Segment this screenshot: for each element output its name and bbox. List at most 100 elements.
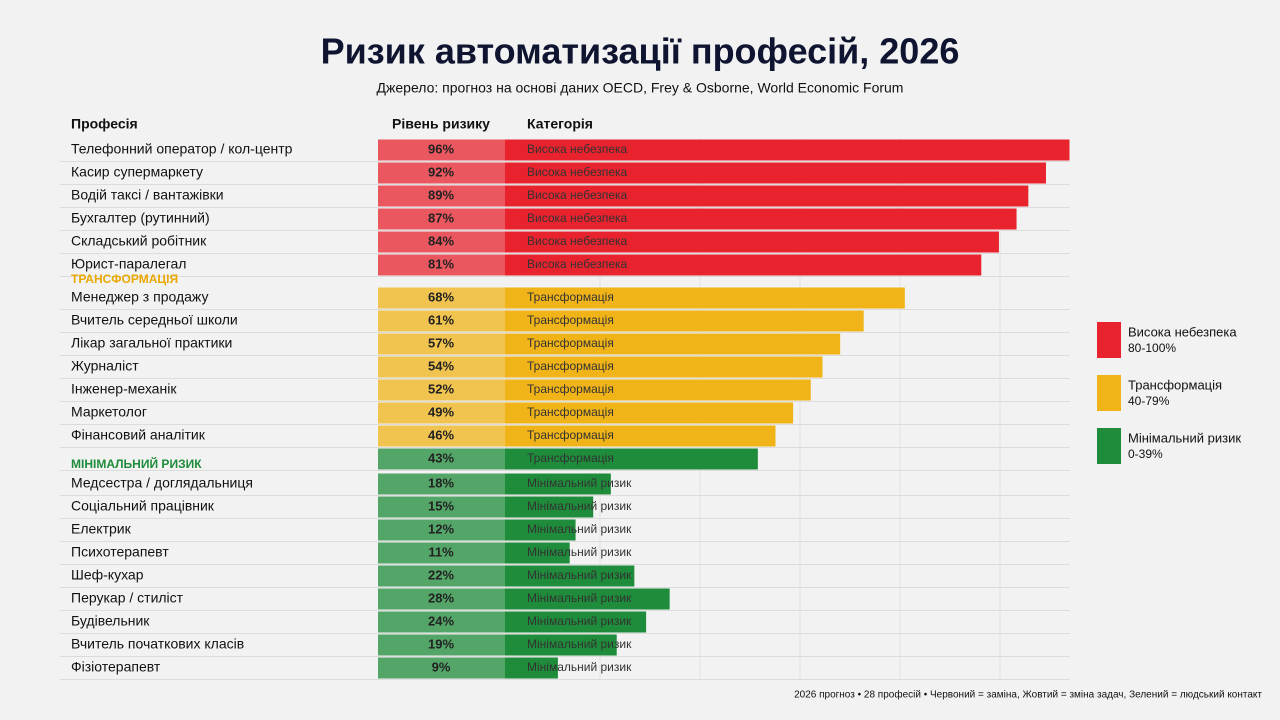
risk-cell <box>378 565 505 587</box>
risk-cell <box>378 254 505 276</box>
row-label: Психотерапевт <box>71 544 169 560</box>
row-label: Медсестра / доглядальниця <box>71 475 253 491</box>
category-label: Висока небезпека <box>527 188 628 202</box>
value-label: 43% <box>428 450 454 465</box>
legend-range: 80-100% <box>1128 341 1176 355</box>
risk-cell <box>378 425 505 447</box>
header: Професія <box>71 116 138 132</box>
bar <box>505 162 1046 184</box>
bar <box>505 208 1017 230</box>
category-label: Трансформація <box>527 336 614 350</box>
value-label: 68% <box>428 289 454 304</box>
row-label: Складський робітник <box>71 233 207 249</box>
risk-cell <box>378 356 505 378</box>
bar <box>505 287 905 309</box>
bar <box>505 588 670 610</box>
value-label: 28% <box>428 590 454 605</box>
risk-cell <box>378 611 505 633</box>
row-label: Інженер-механік <box>71 381 177 397</box>
risk-cell <box>378 333 505 355</box>
category-label: Трансформація <box>527 359 614 373</box>
category-label: Трансформація <box>527 382 614 396</box>
row-label: Бухгалтер (рутинний) <box>71 210 210 226</box>
row-label: Вчитель середньої школи <box>71 312 238 328</box>
legend-label: Висока небезпека <box>1128 324 1237 339</box>
bar <box>505 448 758 470</box>
category-label: Мінімальний ризик <box>527 591 632 605</box>
value-label: 12% <box>428 521 454 536</box>
row-label: Лікар загальної практики <box>71 335 232 351</box>
category-label: Мінімальний ризик <box>527 614 632 628</box>
risk-cell <box>378 448 505 470</box>
bar <box>505 542 570 564</box>
value-label: 18% <box>428 475 454 490</box>
value-label: 57% <box>428 335 454 350</box>
row-label: Фізіотерапевт <box>71 659 161 675</box>
risk-cell <box>378 473 505 495</box>
category-label: Мінімальний ризик <box>527 568 632 582</box>
bar <box>505 185 1029 207</box>
risk-cell <box>378 379 505 401</box>
bar <box>505 519 576 541</box>
row-label: Фінансовий аналітик <box>71 427 206 443</box>
risk-cell <box>378 496 505 518</box>
row-label: Шеф-кухар <box>71 567 144 583</box>
row-label: Касир супермаркету <box>71 164 203 180</box>
bar <box>505 473 611 495</box>
subtitle: Джерело: прогноз на основі даних OECD, F… <box>377 80 904 96</box>
category-label: Висока небезпека <box>527 211 628 225</box>
category-label: Мінімальний ризик <box>527 637 632 651</box>
value-label: 84% <box>428 233 454 248</box>
category-label: Трансформація <box>527 405 614 419</box>
risk-cell <box>378 519 505 541</box>
value-label: 52% <box>428 381 454 396</box>
legend-swatch <box>1097 375 1121 411</box>
category-label: Мінімальний ризик <box>527 522 632 536</box>
category-label: Трансформація <box>527 313 614 327</box>
bar <box>505 231 999 253</box>
value-label: 15% <box>428 498 454 513</box>
value-label: 22% <box>428 567 454 582</box>
bar <box>505 425 776 447</box>
value-label: 11% <box>428 544 454 559</box>
category-label: Висока небезпека <box>527 257 628 271</box>
legend-label: Трансформація <box>1128 377 1222 392</box>
risk-cell <box>378 139 505 161</box>
legend-label: Мінімальний ризик <box>1128 430 1241 445</box>
bar <box>505 402 794 424</box>
bar <box>505 333 841 355</box>
section-label: МІНІМАЛЬНИЙ РИЗИК <box>71 456 202 471</box>
row-label: Юрист-паралегал <box>71 256 186 272</box>
row-label: Журналіст <box>71 358 139 374</box>
value-label: 54% <box>428 358 454 373</box>
value-label: 89% <box>428 187 454 202</box>
bar <box>505 657 558 679</box>
category-label: Трансформація <box>527 290 614 304</box>
legend-swatch <box>1097 428 1121 464</box>
value-label: 24% <box>428 613 454 628</box>
bar <box>505 496 594 518</box>
bar <box>505 611 647 633</box>
category-label: Трансформація <box>527 428 614 442</box>
row-label: Будівельник <box>71 613 150 629</box>
row-label: Перукар / стиліст <box>71 590 184 606</box>
value-label: 61% <box>428 312 454 327</box>
risk-cell <box>378 162 505 184</box>
header: Категорія <box>527 116 593 132</box>
bar <box>505 356 823 378</box>
risk-cell <box>378 634 505 656</box>
value-label: 81% <box>428 256 454 271</box>
row-label: Вчитель початкових класів <box>71 636 244 652</box>
category-label: Мінімальний ризик <box>527 545 632 559</box>
risk-cell <box>378 657 505 679</box>
category-label: Мінімальний ризик <box>527 476 632 490</box>
section-label: ТРАНСФОРМАЦІЯ <box>71 272 178 286</box>
legend-swatch <box>1097 322 1121 358</box>
risk-cell <box>378 542 505 564</box>
risk-cell <box>378 310 505 332</box>
category-label: Висока небезпека <box>527 165 628 179</box>
row-label: Соціальний працівник <box>71 498 215 514</box>
risk-cell <box>378 402 505 424</box>
header: Рівень ризику <box>392 116 490 132</box>
